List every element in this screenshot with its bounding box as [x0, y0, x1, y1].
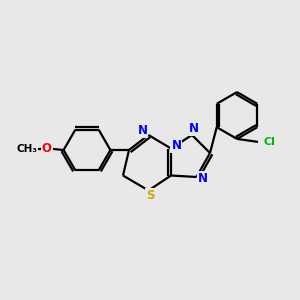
Text: O: O	[42, 142, 52, 155]
Text: CH₃: CH₃	[16, 143, 38, 154]
Text: N: N	[198, 172, 208, 185]
Text: N: N	[188, 122, 199, 136]
Text: N: N	[137, 124, 148, 137]
Text: S: S	[146, 189, 154, 203]
Text: Cl: Cl	[263, 137, 275, 147]
Text: N: N	[171, 139, 182, 152]
